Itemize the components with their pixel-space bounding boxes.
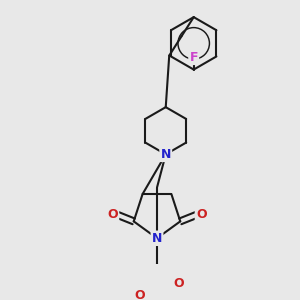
Text: N: N [152, 232, 162, 245]
Text: O: O [196, 208, 207, 221]
Text: F: F [190, 51, 198, 64]
Text: O: O [107, 208, 118, 221]
Text: N: N [160, 148, 171, 161]
Text: O: O [134, 290, 145, 300]
Text: O: O [173, 277, 184, 290]
